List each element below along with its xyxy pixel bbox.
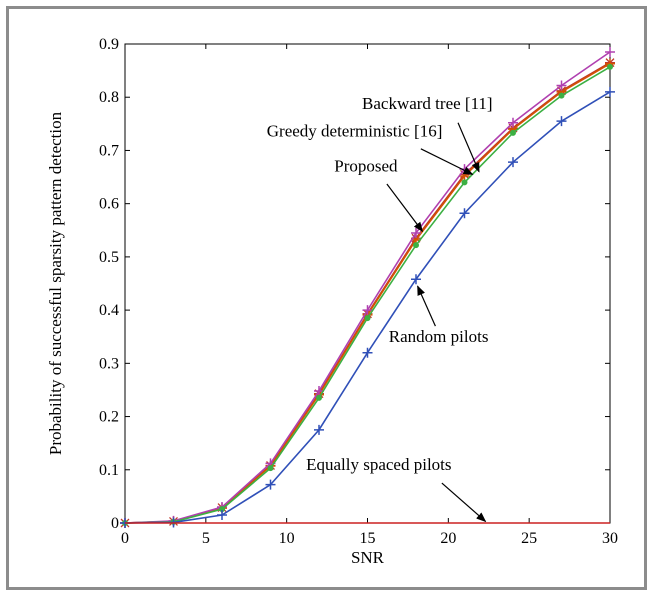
series-3 <box>122 63 613 526</box>
data-point <box>411 274 421 285</box>
data-point <box>508 157 518 168</box>
y-tick-label: 0.1 <box>99 462 119 479</box>
data-point <box>413 242 419 249</box>
x-tick-label: 5 <box>202 530 210 547</box>
x-tick-label: 25 <box>521 530 537 547</box>
y-tick-label: 0.2 <box>99 409 119 426</box>
figure-frame: 0 5 10 15 20 25 30 0 0.1 0.2 0.3 0.4 0.5 0.6 0.7 0.8 0.9… <box>6 6 647 590</box>
annotation-label: Backward tree [11] <box>362 94 493 113</box>
annotation-label: Random pilots <box>389 327 489 346</box>
x-tick-label: 0 <box>121 530 129 547</box>
data-point <box>605 46 615 57</box>
data-point <box>607 63 613 70</box>
y-tick-label: 0.3 <box>99 355 119 372</box>
data-point <box>510 129 516 136</box>
data-point <box>362 347 373 358</box>
data-point <box>314 424 324 435</box>
y-tick-label: 0.5 <box>99 249 119 266</box>
data-point <box>316 394 322 401</box>
chart: 0 5 10 15 20 25 30 0 0.1 0.2 0.3 0.4 0.5 0.6 0.7 0.8 0.9… <box>46 36 618 567</box>
y-tick-label: 0.9 <box>99 36 119 53</box>
data-point <box>461 179 468 186</box>
y-tick-label: 0.4 <box>99 302 119 319</box>
y-axis-label: Probability of successful sparsity patte… <box>46 111 65 455</box>
y-tick-label: 0.8 <box>99 89 119 106</box>
annotation-arrow <box>441 482 487 523</box>
annotation-arrow <box>386 183 424 233</box>
data-point <box>459 208 470 219</box>
data-point <box>558 92 565 99</box>
x-tick-label: 20 <box>440 530 456 547</box>
data-point <box>217 510 227 521</box>
data-point <box>267 465 274 472</box>
annotation-label: Greedy deterministic [16] <box>267 122 443 141</box>
data-point <box>364 315 371 322</box>
x-tick-label: 10 <box>279 530 295 547</box>
y-tick-label: 0.6 <box>99 196 119 213</box>
annotation-arrow <box>457 122 480 173</box>
data-point <box>219 506 225 513</box>
y-tick-label: 0.7 <box>99 142 119 159</box>
data-point <box>508 117 518 128</box>
data-point <box>265 479 276 490</box>
x-axis-label: SNR <box>351 548 385 567</box>
data-point <box>605 86 615 97</box>
data-point <box>556 116 567 127</box>
x-tick-label: 15 <box>360 530 376 547</box>
annotation-arrow <box>417 285 436 327</box>
annotation-label: Equally spaced pilots <box>306 455 451 474</box>
annotation-label: Proposed <box>334 157 398 176</box>
plot-area-border <box>124 43 611 524</box>
data-point <box>362 305 373 316</box>
y-tick-label: 0 <box>111 515 119 532</box>
x-tick-label: 30 <box>602 530 618 547</box>
data-point <box>556 80 567 91</box>
annotation-arrow <box>420 148 474 175</box>
